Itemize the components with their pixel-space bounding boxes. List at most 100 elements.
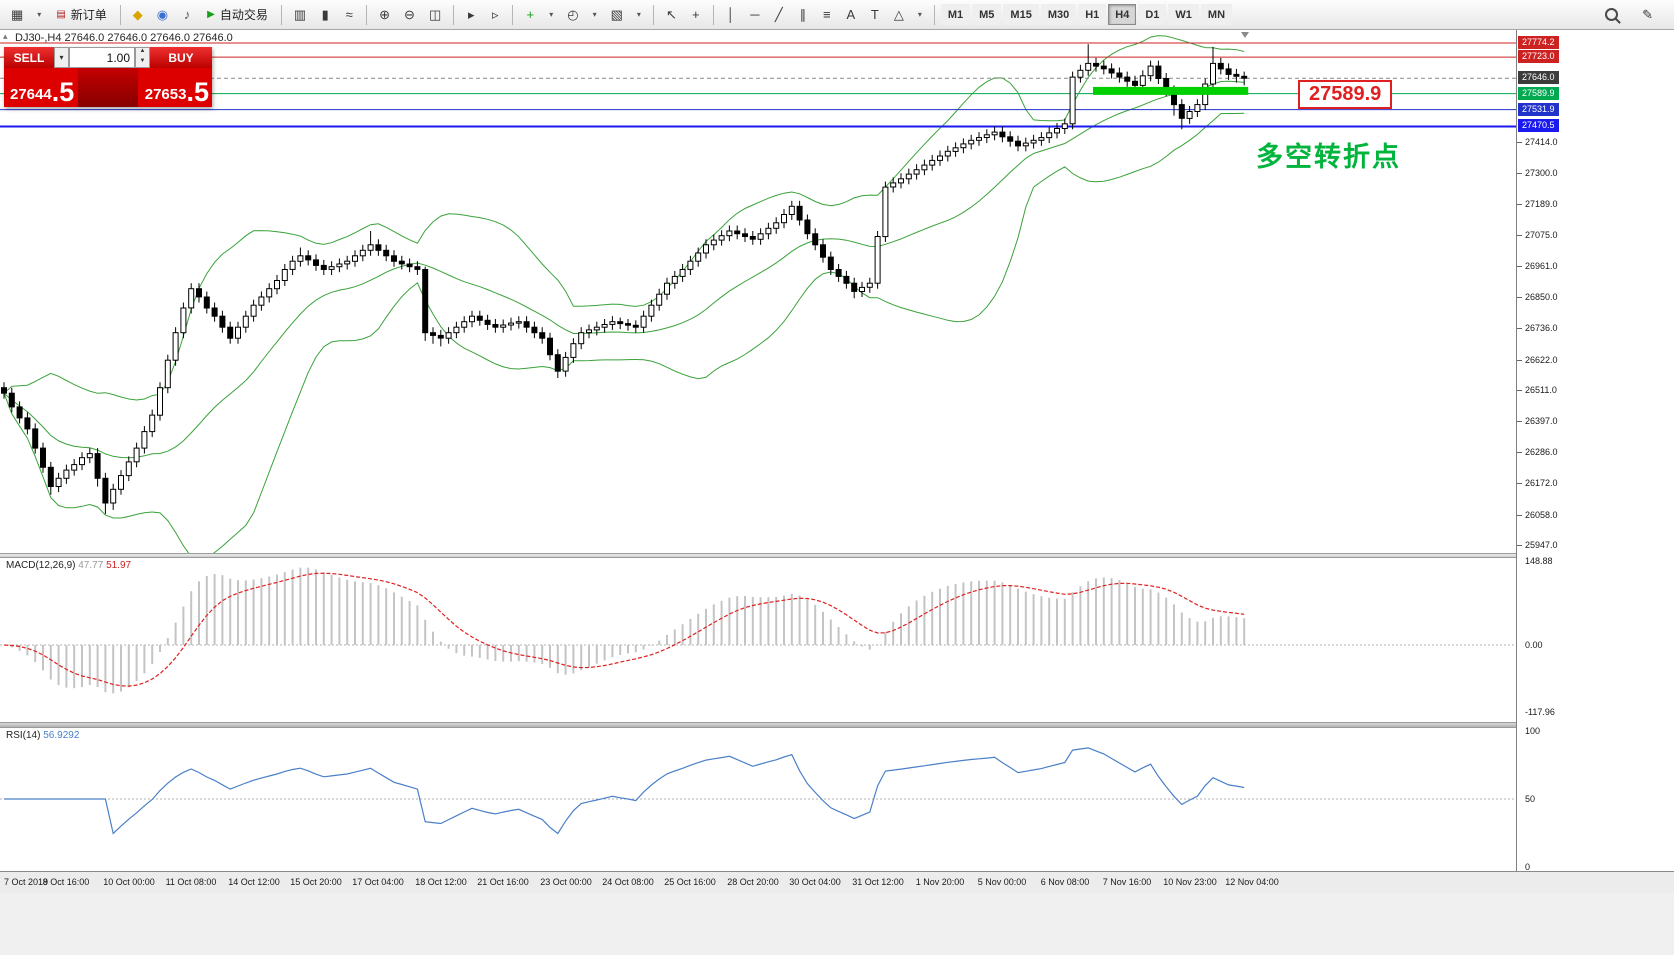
toolbar-separator — [453, 4, 455, 25]
timeframe-button-d1[interactable]: D1 — [1138, 4, 1167, 25]
arrows-icon[interactable]: △ — [887, 3, 911, 27]
text-icon[interactable]: A — [839, 3, 863, 27]
time-axis-label: 6 Nov 08:00 — [1040, 877, 1090, 887]
price-line-tag: 27723.0 — [1518, 50, 1559, 63]
trendline-icon[interactable]: ╱ — [767, 3, 791, 27]
turning-point-label[interactable]: 多空转折点 — [1256, 142, 1401, 172]
new-order-button-icon: ▤ — [56, 9, 66, 20]
one-click-trading-panel: SELL ▾ 1.00 ▲ ▼ BUY 27644.5 27653.5 — [4, 47, 212, 107]
price-axis-label: 27300.0 — [1525, 168, 1558, 178]
volume-up-icon[interactable]: ▲ — [139, 48, 146, 54]
quick-edit-icon[interactable]: ✎ — [1635, 3, 1660, 27]
zoom-out-icon[interactable]: ⊖ — [397, 3, 422, 27]
indicators-dropdown-icon[interactable]: ▾ — [542, 3, 560, 27]
macd-canvas[interactable] — [0, 558, 1516, 722]
one-click-controls-row: SELL ▾ 1.00 ▲ ▼ BUY — [4, 47, 212, 68]
price-axis-tick — [1517, 235, 1522, 236]
periods-icon[interactable]: ◴ — [560, 3, 585, 27]
timeframe-button-w1[interactable]: W1 — [1168, 4, 1199, 25]
collapse-arrow-icon[interactable]: ▴ — [3, 31, 8, 41]
price-axis-tick — [1517, 452, 1522, 453]
symbol-ohlc: 27646.0 27646.0 27646.0 27646.0 — [64, 32, 233, 44]
tile-windows-icon[interactable]: ◫ — [422, 3, 448, 27]
templates-icon[interactable]: ▧ — [604, 3, 630, 27]
buy-button[interactable]: BUY — [150, 47, 212, 68]
volume-down-icon[interactable]: ▼ — [139, 57, 146, 64]
chart-symbol-title: DJ30-,H4 27646.0 27646.0 27646.0 27646.0 — [15, 32, 233, 44]
crosshair-icon[interactable]: + — [684, 3, 708, 27]
macd-pane[interactable] — [0, 558, 1516, 722]
metaeditor-icon[interactable]: ◆ — [126, 3, 150, 27]
sell-dropdown-icon[interactable]: ▾ — [54, 47, 69, 68]
timeframe-button-mn[interactable]: MN — [1200, 4, 1233, 25]
text-label-icon[interactable]: T — [863, 3, 887, 27]
history-center-icon[interactable]: ◉ — [150, 3, 175, 27]
fibonacci-icon[interactable]: ≡ — [815, 3, 839, 27]
macd-value-main: 47.77 — [78, 560, 104, 571]
time-axis[interactable]: 7 Oct 2019 8 Oct 16:00 10 Oct 00:00 11 Oct … — [0, 871, 1674, 893]
price-axis-tick — [1517, 266, 1522, 267]
time-axis-label: 23 Oct 00:00 — [540, 877, 592, 887]
pane-splitter-2[interactable] — [0, 722, 1674, 728]
toolbar-separator — [712, 4, 714, 25]
pane-splitter[interactable] — [0, 553, 1674, 558]
time-axis-label: 8 Oct 16:00 — [42, 877, 90, 887]
price-axis-tick — [1517, 297, 1522, 298]
price-axis-label: 26286.0 — [1525, 447, 1558, 457]
sound-icon[interactable]: ♪ — [175, 3, 199, 27]
sell-button[interactable]: SELL — [4, 47, 54, 68]
timeframe-button-m1[interactable]: M1 — [940, 4, 971, 25]
candlestick-chart-icon[interactable]: ▮ — [313, 3, 337, 27]
templates-dropdown-icon[interactable]: ▾ — [630, 3, 648, 27]
main-chart-pane[interactable] — [0, 30, 1516, 562]
rsi-pane[interactable] — [0, 728, 1516, 871]
buy-price[interactable]: 27653.5 — [139, 79, 212, 107]
timeframe-button-h1[interactable]: H1 — [1078, 4, 1107, 25]
spread-divider — [78, 68, 138, 107]
price-axis-label: 27189.0 — [1525, 199, 1558, 209]
macd-axis-label: 0.00 — [1525, 640, 1543, 650]
timeframe-button-m15[interactable]: M15 — [1003, 4, 1039, 25]
search-icon[interactable] — [1598, 3, 1625, 27]
chart-shift-icon[interactable]: ▹ — [483, 3, 507, 27]
price-shift-marker-icon[interactable] — [1241, 32, 1249, 38]
rsi-name: RSI(14) — [6, 730, 41, 741]
toolbar-separator — [366, 4, 368, 25]
price-axis-label: 26622.0 — [1525, 355, 1558, 365]
toolbar-separator — [280, 4, 282, 25]
line-chart-icon[interactable]: ≈ — [337, 3, 361, 27]
cursor-icon[interactable]: ↖ — [659, 3, 684, 27]
arrows-dropdown-icon[interactable]: ▾ — [911, 3, 929, 27]
price-axis-label: 26511.0 — [1525, 385, 1557, 395]
price-axis-tick — [1517, 360, 1522, 361]
new-chart-dropdown-icon[interactable]: ▾ — [30, 3, 48, 27]
auto-scroll-icon[interactable]: ▸ — [459, 3, 483, 27]
main-chart-canvas[interactable] — [0, 30, 1516, 562]
price-annotation-box[interactable]: 27589.9 — [1298, 80, 1393, 109]
timeframe-button-h4[interactable]: H4 — [1108, 4, 1137, 25]
time-axis-label: 7 Nov 16:00 — [1102, 877, 1152, 887]
horizontal-line-icon[interactable]: ─ — [743, 3, 767, 27]
time-axis-label: 7 Oct 2019 — [4, 877, 49, 887]
toolbar-separator — [933, 4, 935, 25]
new-order-button[interactable]: ▤ 新订单 — [48, 3, 114, 27]
price-axis-label: 26850.0 — [1525, 292, 1558, 302]
timeframe-button-m30[interactable]: M30 — [1040, 4, 1077, 25]
toolbar-separator — [512, 4, 514, 25]
rsi-canvas[interactable] — [0, 728, 1516, 871]
sell-price[interactable]: 27644.5 — [4, 79, 77, 107]
price-line-tag: 27589.9 — [1518, 87, 1559, 100]
new-chart-icon[interactable]: ▦ — [4, 3, 30, 27]
indicators-icon[interactable]: + — [518, 3, 542, 27]
volume-input[interactable]: 1.00 — [69, 47, 135, 68]
periods-dropdown-icon[interactable]: ▾ — [586, 3, 604, 27]
zoom-in-icon[interactable]: ⊕ — [372, 3, 397, 27]
bar-chart-icon[interactable]: ▥ — [287, 3, 313, 27]
auto-trading-button[interactable]: ▶ 自动交易 — [199, 3, 276, 27]
timeframe-button-m5[interactable]: M5 — [972, 4, 1002, 25]
vertical-line-icon[interactable]: │ — [719, 3, 743, 27]
price-axis[interactable]: 27414.0 27300.0 27189.0 27075.0 26961.0 26850… — [1516, 30, 1674, 893]
volume-spinner[interactable]: ▲ ▼ — [135, 47, 150, 68]
channel-icon[interactable]: ∥ — [791, 3, 815, 27]
